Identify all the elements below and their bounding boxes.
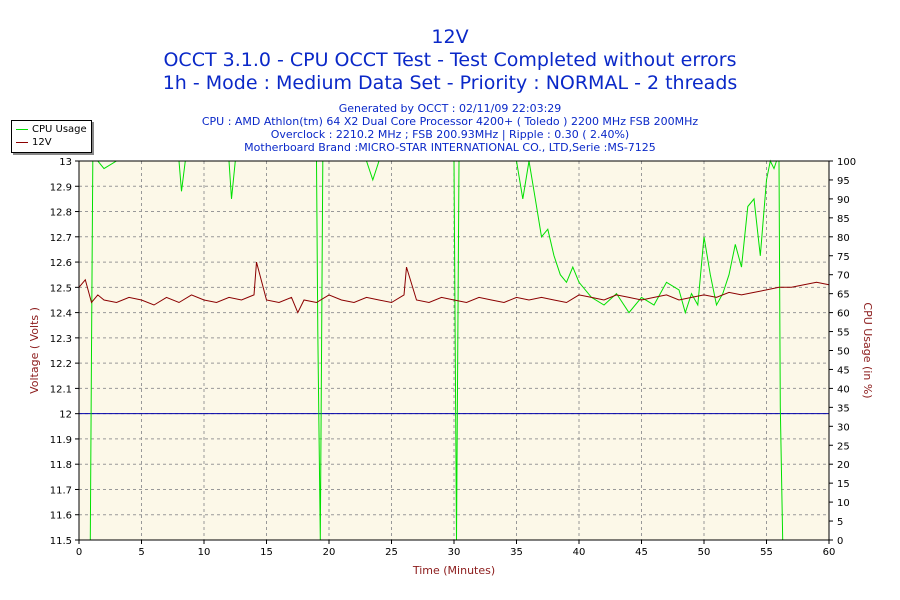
y-right-tick-label: 10 — [837, 498, 850, 509]
legend-label-12v: 12V — [32, 137, 52, 148]
x-tick-label: 35 — [510, 547, 523, 558]
legend-swatch-12v — [16, 141, 28, 143]
y-right-tick-label: 40 — [837, 384, 850, 395]
y-right-tick-label: 75 — [837, 252, 850, 263]
y-left-tick-label: 11.5 — [50, 536, 72, 547]
y-right-tick-label: 90 — [837, 195, 850, 206]
y-right-tick-label: 95 — [837, 176, 850, 187]
y-left-tick-label: 13 — [59, 157, 72, 168]
legend: CPU Usage 12V — [11, 120, 92, 153]
y-left-tick-label: 12.6 — [50, 258, 72, 269]
y-right-tick-label: 70 — [837, 271, 850, 282]
legend-item-12v: 12V — [16, 137, 52, 149]
y-right-tick-label: 25 — [837, 441, 850, 452]
y-right-tick-label: 5 — [837, 517, 843, 528]
y-left-tick-label: 11.7 — [50, 485, 72, 496]
x-tick-label: 0 — [76, 547, 82, 558]
x-tick-label: 55 — [760, 547, 773, 558]
x-tick-label: 25 — [385, 547, 398, 558]
y-right-tick-label: 0 — [837, 536, 843, 547]
legend-item-cpu: CPU Usage — [16, 124, 87, 136]
y-left-tick-label: 11.9 — [50, 435, 72, 446]
info-motherboard: Motherboard Brand :MICRO-STAR INTERNATIO… — [244, 141, 656, 154]
x-tick-label: 50 — [698, 547, 711, 558]
chart-title: 12V — [431, 26, 469, 48]
y-right-tick-label: 60 — [837, 309, 850, 320]
x-tick-label: 20 — [323, 547, 336, 558]
y-left-tick-label: 12.9 — [50, 182, 72, 193]
y-left-tick-label: 12.8 — [50, 208, 72, 219]
y-right-tick-label: 35 — [837, 403, 850, 414]
y-left-tick-label: 12.5 — [50, 283, 72, 294]
y-right-tick-label: 30 — [837, 422, 850, 433]
y-right-tick-label: 85 — [837, 214, 850, 225]
x-tick-label: 5 — [138, 547, 144, 558]
info-cpu: CPU : AMD Athlon(tm) 64 X2 Dual Core Pro… — [201, 115, 699, 128]
y-right-tick-label: 50 — [837, 347, 850, 358]
y-left-tick-label: 11.8 — [50, 460, 72, 471]
y-left-tick-label: 12.4 — [50, 309, 72, 320]
y-left-tick-label: 11.6 — [50, 511, 72, 522]
y-right-tick-label: 55 — [837, 328, 850, 339]
y-right-tick-label: 15 — [837, 479, 850, 490]
info-overclock: Overclock : 2210.2 MHz ; FSB 200.93MHz |… — [270, 128, 630, 141]
x-tick-label: 60 — [823, 547, 836, 558]
chart-subtitle-mode: 1h - Mode : Medium Data Set - Priority :… — [162, 72, 738, 94]
y-left-tick-label: 12.2 — [50, 359, 72, 370]
legend-label-cpu: CPU Usage — [32, 124, 87, 135]
chart-subtitle-test: OCCT 3.1.0 - CPU OCCT Test - Test Comple… — [163, 49, 737, 71]
x-tick-label: 15 — [260, 547, 273, 558]
y-right-tick-label: 80 — [837, 233, 850, 244]
legend-swatch-cpu — [16, 128, 28, 130]
x-tick-label: 40 — [573, 547, 586, 558]
x-axis-label: Time (Minutes) — [412, 564, 495, 577]
y-right-tick-label: 100 — [837, 157, 856, 168]
y-left-axis-label: Voltage ( Volts ) — [28, 307, 41, 394]
y-right-tick-label: 45 — [837, 365, 850, 376]
y-right-tick-label: 65 — [837, 290, 850, 301]
y-right-tick-label: 20 — [837, 460, 850, 471]
series-line-12v — [78, 261, 830, 314]
info-generated: Generated by OCCT : 02/11/09 22:03:29 — [338, 102, 562, 115]
x-tick-label: 45 — [635, 547, 648, 558]
x-tick-label: 10 — [198, 547, 211, 558]
y-left-tick-label: 12.3 — [50, 334, 72, 345]
y-left-tick-label: 12 — [59, 410, 72, 421]
y-right-axis-label: CPU Usage (in %) — [861, 302, 874, 398]
plot-border — [78, 160, 830, 541]
y-left-tick-label: 12.7 — [50, 233, 72, 244]
y-left-tick-label: 12.1 — [50, 384, 72, 395]
x-tick-label: 30 — [448, 547, 461, 558]
